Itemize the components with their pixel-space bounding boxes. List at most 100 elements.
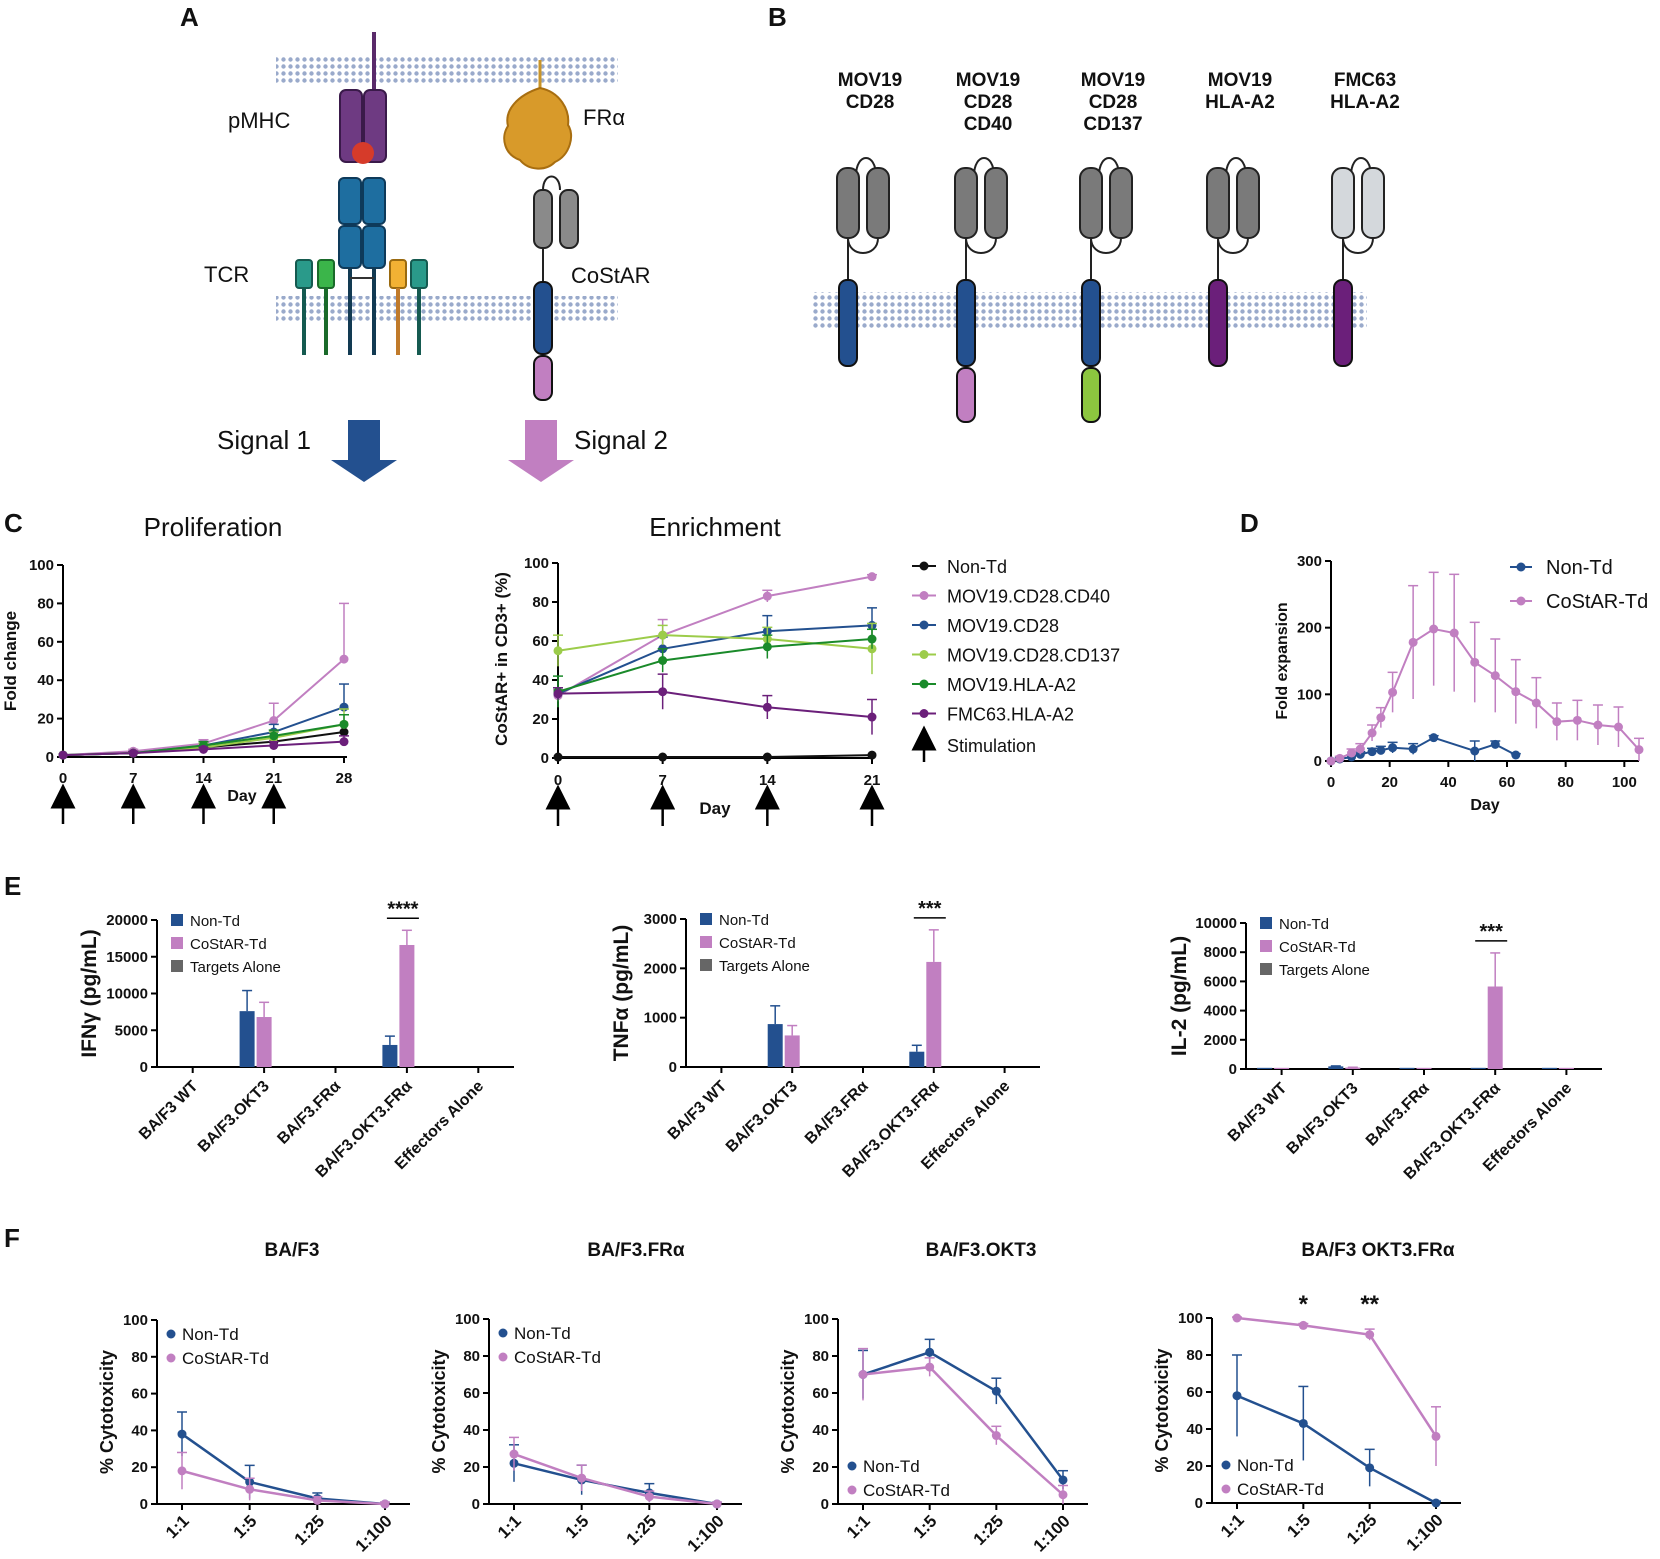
F-BAF3-OKT3-FRa-xtick-label: 1:100 [1403,1510,1447,1554]
F-BAF3-FRa-point [644,1492,654,1502]
enrich-ylabel: CoStAR+ in CD3+ (%) [492,572,511,746]
E-TNFa-legend-label: CoStAR-Td [719,935,796,952]
E-IFNg-ytick-label: 5000 [115,1022,148,1039]
construct-title-0: CD28 [846,92,895,113]
enrich-ytick-label: 100 [524,555,549,572]
F-BAF3-OKT3-FRa-title: BA/F3 OKT3.FRα [1301,1240,1454,1261]
expansion-ytick-label: 300 [1297,553,1322,570]
E-TNFa-category-label: BA/F3 WT [665,1078,731,1144]
F-BAF3-OKT3-xtick-label: 1:25 [970,1511,1007,1548]
expansion-point [1355,744,1365,754]
construct-title-2: CD137 [1083,114,1142,135]
construct-title-2: CD28 [1089,92,1138,113]
costar-binder [533,189,553,249]
construct-binder-vh-2 [1079,167,1103,239]
E-IL2-ylabel: IL-2 (pg/mL) [1168,936,1191,1056]
E-IFNg-ytick-label: 10000 [106,986,148,1003]
enrich-ytick-label: 60 [532,633,549,650]
F-BAF3-OKT3-point [925,1362,935,1372]
F-BAF3-OKT3-FRa-significance: ** [1360,1291,1379,1318]
E-IFNg-category-label: BA/F3 WT [136,1078,202,1144]
F-BAF3-OKT3-FRa-point [1365,1463,1375,1473]
E-TNFa-bar [784,1035,800,1067]
E-TNFa-category-label: BA/F3.OKT3 [723,1078,801,1156]
panel-label-b: B [768,2,787,32]
enrich-xtick-label: 14 [759,772,776,789]
F-BAF3-OKT3-point [858,1370,868,1379]
construct-tm-4 [1333,279,1353,367]
E-IL2-significance: *** [1480,921,1504,943]
expansion-point [1367,747,1377,757]
F-BAF3-OKT3-point [925,1347,935,1357]
F-BAF3-FRa-ytick-label: 60 [463,1385,480,1402]
legend-marker [919,709,929,718]
signal1-arrow-icon [331,420,397,482]
F-BAF3-line-1 [181,1469,386,1506]
F-BAF3-FRa-line-0 [513,1462,718,1506]
prolif-point [269,731,279,741]
E-IFNg-ytick-label: 0 [140,1059,148,1076]
expansion-point [1367,728,1377,738]
construct-binder-vh-0 [836,167,860,239]
construct-title-4: FMC63 [1334,70,1396,91]
F-BAF3-FRa-xtick-label: 1:1 [494,1511,525,1542]
enrich-point [658,630,668,640]
F-BAF3-OKT3-legend-label: Non-Td [863,1457,920,1476]
E-IL2-bar [1399,1067,1415,1069]
E-TNFa-ytick-label: 3000 [644,911,677,928]
enrich-ytick-label: 40 [532,672,549,689]
expansion-point [1634,745,1644,755]
F-BAF3-FRa-ytick-label: 40 [463,1422,480,1439]
F-BAF3-OKT3-title: BA/F3.OKT3 [926,1240,1037,1261]
legend-marker [919,561,929,571]
E-IFNg-legend-label: Targets Alone [190,959,281,976]
E-TNFa-legend-swatch [700,913,712,925]
construct-linker-3 [1217,237,1249,254]
signal2-arrow-icon [508,420,574,482]
enrich-line-5 [557,690,873,719]
prolif-point [339,719,349,729]
construct-title-0: MOV19 [838,70,902,91]
construct-tm-3 [1208,279,1228,367]
legend-marker [919,620,929,630]
expansion-point [1429,733,1439,743]
F-BAF3-OKT3-xtick-label: 1:1 [843,1511,874,1542]
F-BAF3-OKT3-FRa-point [1431,1431,1441,1441]
F-BAF3-line-0 [181,1433,386,1506]
E-IFNg-legend-swatch [171,914,183,926]
F-BAF3-OKT3-FRa-point [1232,1391,1242,1401]
prolif-xlabel: Day [227,788,256,805]
E-TNFa-legend-swatch [700,959,712,971]
proliferation-chart: 0 20 40 60 80 100 0 7 14 21 28 Day Fold change [1,557,352,824]
F-BAF3-FRa-xtick-label: 1:100 [684,1511,728,1555]
expansion-legend-marker [1516,596,1526,606]
F-BAF3-FRa-ytick-label: 100 [455,1311,480,1328]
F-BAF3-ytick-label: 80 [131,1349,148,1366]
enrich-point [553,689,563,699]
expansion-point [1335,753,1345,763]
construct-title-4: HLA-A2 [1330,92,1400,113]
expansion-legend-label: Non-Td [1546,557,1613,579]
F-BAF3-OKT3-point [1058,1490,1068,1500]
prolif-ytick-label: 80 [37,595,54,612]
expansion-xtick-label: 20 [1381,774,1398,791]
legend-label: MOV19.CD28 [947,616,1059,636]
panel-a-schematic: pMHC TCR FRα CoStAR Signal 1 Signal 2 [204,32,668,482]
F-BAF3-OKT3-ytick-label: 80 [812,1348,829,1365]
F-BAF3-OKT3-FRa-legend-marker [1221,1484,1231,1494]
E-TNFa-ytick-label: 2000 [644,960,677,977]
expansion-point [1572,715,1582,725]
F-BAF3-OKT3-FRa-ytick-label: 80 [1186,1347,1203,1364]
legend-label: Non-Td [947,557,1007,577]
E-IL2-category-label: BA/F3 WT [1225,1080,1291,1146]
expansion-point [1429,624,1439,634]
F-BAF3-OKT3-FRa-legend-label: Non-Td [1237,1456,1294,1475]
E-IL2-bar [1328,1066,1344,1069]
F-BAF3-FRa-xtick-label: 1:5 [562,1511,593,1542]
expansion-xtick-label: 80 [1557,774,1574,791]
construct-title-3: MOV19 [1208,70,1272,91]
E-TNFa-bar [909,1051,925,1067]
E-TNFa-legend-label: Targets Alone [719,958,810,975]
expansion-point [1490,671,1500,681]
